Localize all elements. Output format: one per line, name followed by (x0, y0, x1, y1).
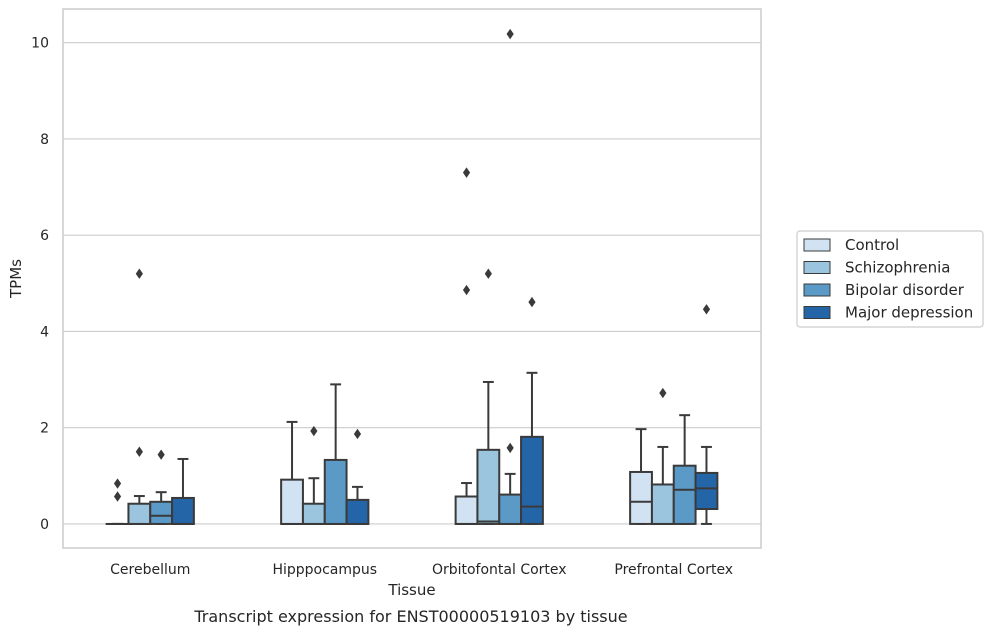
box-body (127, 502, 152, 525)
box-body (498, 493, 523, 525)
outlier-point (113, 478, 122, 489)
box-control (105, 478, 130, 525)
outlier-point (462, 167, 471, 178)
outlier-point (659, 387, 667, 399)
box-control (280, 420, 304, 525)
box-body (323, 458, 348, 525)
outlier-point (506, 28, 514, 40)
x-axis-label: Tissue (387, 581, 435, 599)
box-major-depression (345, 428, 370, 525)
box-schizophrenia (650, 387, 675, 525)
y-tick-labels: 0 2 4 6 8 10 (31, 36, 49, 533)
box-body (629, 470, 653, 525)
legend-label: Major depression (845, 304, 973, 322)
outlier-point (353, 428, 362, 440)
y-tick-label: 10 (31, 36, 49, 52)
x-tick-label: Prefrontal Cortex (614, 562, 733, 578)
outlier-point (506, 442, 514, 454)
outlier-point (135, 446, 143, 457)
box-control (454, 167, 479, 525)
y-tick-label: 8 (40, 132, 49, 148)
outlier-point (528, 296, 536, 308)
y-tick-label: 4 (40, 324, 49, 340)
y-tick-label: 2 (40, 421, 49, 437)
box-bipolar-disorder (672, 414, 697, 525)
legend: Control Schizophrenia Bipolar disorder Majo… (796, 230, 984, 328)
x-tick-label: Orbitofontal Cortex (432, 562, 567, 578)
box-body (280, 478, 304, 525)
x-tick-label: Cerebellum (110, 562, 190, 578)
box-body (650, 483, 675, 525)
outlier-point (484, 268, 492, 279)
outlier-point (702, 304, 711, 315)
box-body (520, 435, 544, 525)
box-body (149, 500, 174, 525)
legend-label: Control (845, 236, 899, 254)
box-schizophrenia (127, 268, 152, 525)
x-tick-labels: Cerebellum Hipppocampus Orbitofontal Corte… (110, 562, 733, 578)
outlier-point (462, 284, 471, 296)
legend-label: Schizophrenia (845, 259, 950, 277)
box-control (629, 428, 653, 525)
outlier-point (157, 449, 165, 460)
box-plot-marks (105, 28, 719, 525)
box-body (171, 496, 195, 525)
grid-lines (63, 42, 761, 525)
y-tick-label: 6 (40, 228, 49, 244)
legend-label: Bipolar disorder (845, 281, 965, 299)
box-body (301, 502, 326, 525)
legend-frame (796, 230, 984, 328)
y-tick-label: 0 (40, 517, 49, 533)
box-major-depression (171, 457, 195, 525)
box-schizophrenia (301, 425, 326, 525)
box-bipolar-disorder (149, 449, 174, 525)
outlier-point (113, 491, 122, 502)
outlier-point (135, 268, 143, 279)
box-bipolar-disorder (498, 28, 523, 525)
legend-swatch (803, 238, 831, 252)
box-body (345, 498, 370, 525)
box-major-depression (520, 296, 544, 525)
legend-swatch (803, 261, 831, 274)
x-tick-label: Hipppocampus (272, 562, 377, 578)
box-body (454, 495, 479, 525)
plot-area-frame (62, 8, 762, 549)
box-body (476, 448, 501, 525)
box-schizophrenia (476, 268, 501, 525)
box-body (672, 464, 697, 525)
y-axis-label: TPMs (7, 259, 25, 299)
legend-swatch (803, 306, 831, 319)
chart-caption: Transcript expression for ENST0000051910… (193, 607, 627, 626)
box-body (694, 471, 719, 511)
box-bipolar-disorder (323, 383, 348, 525)
legend-swatch (803, 283, 831, 297)
outlier-point (310, 425, 318, 437)
box-major-depression (694, 304, 719, 525)
